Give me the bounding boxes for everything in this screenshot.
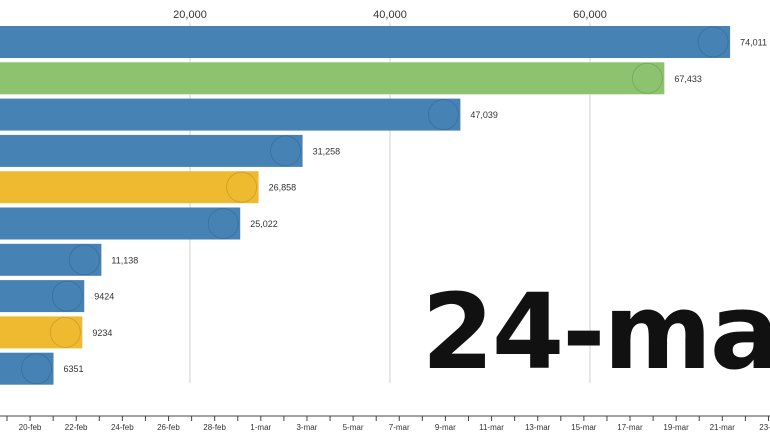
iran-flag-icon: [226, 171, 257, 203]
bar-value-label: 25,022: [250, 219, 278, 229]
bar: [0, 62, 665, 95]
bar-value-label: 31,258: [313, 146, 341, 156]
bar-value-label: 74,011: [740, 38, 767, 48]
bar-value-label: 6351: [64, 364, 84, 374]
bar: [0, 316, 83, 349]
x-axis-top: 20,000 40,000 60,000: [173, 9, 607, 21]
bar: [0, 243, 102, 276]
timeline-label: 11-mar: [479, 423, 504, 432]
bar: [0, 26, 731, 58]
timeline-label: 1-mar: [250, 423, 271, 432]
bar: [0, 352, 54, 385]
x-tick-label: 40,000: [373, 9, 407, 21]
spain-flag-icon: [427, 99, 459, 130]
bar-value-label: 9424: [94, 292, 114, 302]
bar-group: 31,258: [0, 134, 341, 167]
timeline-label: 13-mar: [525, 423, 551, 432]
bar: [0, 280, 85, 313]
bar-group: 11,138: [0, 243, 138, 276]
france-flag-icon: [207, 208, 239, 239]
switzerland-flag-icon: [68, 244, 100, 276]
bar: [0, 134, 303, 167]
timeline-label: 24-feb: [111, 423, 134, 432]
timeline-label: 21-mar: [710, 423, 736, 432]
current-date-label: 24-ma: [421, 271, 770, 393]
bar-group: 6351: [0, 352, 84, 385]
timeline-label: 9-mar: [435, 423, 456, 432]
bar-group: 9424: [0, 280, 114, 313]
timeline-label: 20-feb: [19, 423, 42, 432]
bar-group: 74,011: [0, 26, 767, 58]
bar: [0, 171, 259, 204]
south-korea-flag-icon: [49, 316, 81, 348]
timeline-label: 23-m: [759, 423, 770, 432]
uk-flag-icon: [51, 280, 83, 312]
bar-group: 47,039: [0, 98, 498, 131]
germany-flag-icon: [270, 135, 301, 167]
timeline-label: 22-feb: [65, 423, 88, 432]
x-tick-label: 60,000: [573, 9, 607, 21]
bar: [0, 207, 241, 240]
usa-flag-icon: [631, 62, 663, 94]
bars: 74,011 67,433 47,039 31,258 26,858 25,022 11,1…: [0, 26, 767, 385]
timeline-label: 7-mar: [389, 423, 410, 432]
timeline-label: 5-mar: [343, 423, 364, 432]
timeline-label: 17-mar: [617, 423, 643, 432]
bar-value-label: 11,138: [111, 255, 138, 265]
timeline-label: 15-mar: [571, 423, 597, 432]
timeline-label: 28-feb: [203, 423, 226, 432]
bar-group: 26,858: [0, 171, 297, 204]
timeline-label: 19-mar: [663, 423, 689, 432]
timeline-label: 3-mar: [296, 423, 317, 432]
bar-group: 67,433: [0, 62, 702, 95]
bar-value-label: 26,858: [269, 183, 297, 193]
x-tick-label: 20,000: [173, 9, 207, 21]
bar: [0, 98, 461, 131]
italy-flag-icon: [697, 26, 729, 58]
timeline-label: 26-feb: [157, 423, 180, 432]
netherlands-flag-icon: [21, 353, 52, 385]
bar-value-label: 9234: [92, 328, 112, 338]
timeline-axis: 20-feb 22-feb 24-feb 26-feb 28-feb 1-mar 3-mar…: [0, 415, 770, 432]
bar-group: 9234: [0, 316, 112, 349]
bar-value-label: 67,433: [674, 74, 702, 84]
bar-value-label: 47,039: [470, 110, 498, 120]
bar-group: 25,022: [0, 207, 278, 240]
